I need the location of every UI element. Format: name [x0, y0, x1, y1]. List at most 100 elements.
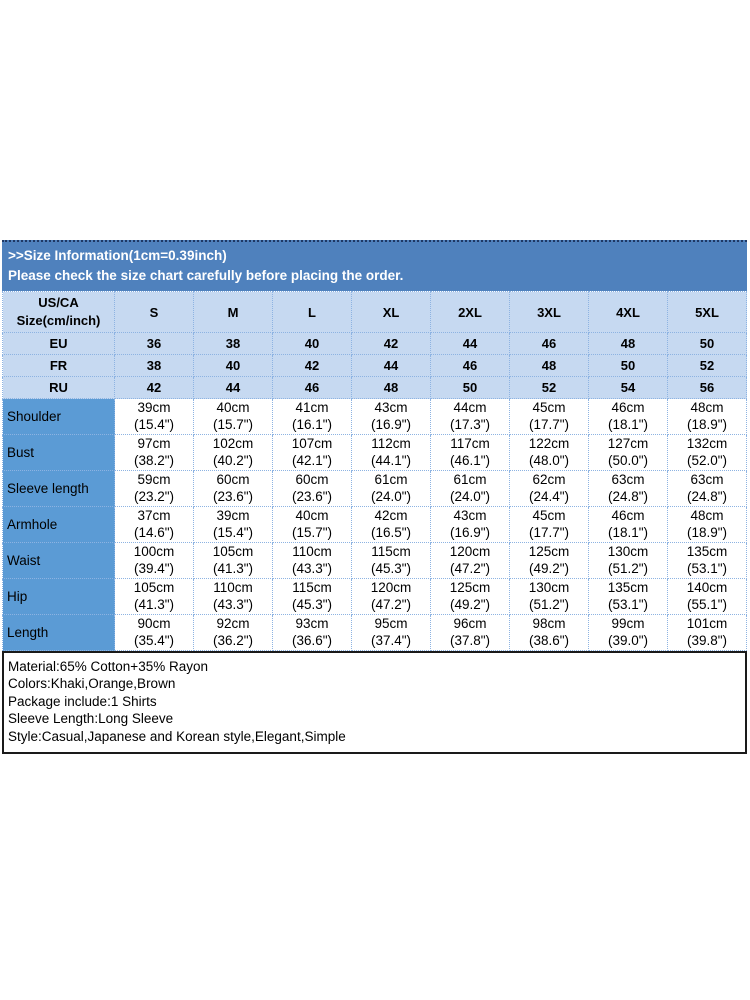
region-size-value: 56 — [667, 376, 747, 399]
measurement-cm: 120cm — [449, 544, 491, 559]
measurement-value-cell: 48cm (18.9") — [667, 506, 747, 543]
measurement-cm: 61cm — [374, 472, 408, 487]
measurement-value-cell: 125cm (49.2") — [430, 578, 510, 615]
measurement-cm: 130cm — [528, 580, 570, 595]
measurement-cm: 59cm — [137, 472, 171, 487]
measurement-cm: 98cm — [532, 616, 566, 631]
measurement-inch: (18.9") — [686, 524, 728, 540]
measurement-inch: (24.8") — [686, 488, 728, 504]
measurement-label: Length — [2, 614, 115, 651]
region-size-value: 42 — [114, 376, 194, 399]
region-size-value: 44 — [351, 354, 431, 377]
measurement-value-cell: 135cm (53.1") — [667, 542, 747, 579]
measurement-value-cell: 110cm (43.3") — [193, 578, 273, 615]
measurement-cm: 115cm — [292, 580, 332, 595]
measurement-inch: (37.8") — [449, 632, 491, 648]
measurement-inch: (16.5") — [370, 524, 412, 540]
measurement-value-cell: 37cm (14.6") — [114, 506, 194, 543]
measurement-cm: 43cm — [374, 400, 408, 415]
measurement-cm: 95cm — [374, 616, 408, 631]
measurement-value-cell: 63cm (24.8") — [588, 470, 668, 507]
region-size-value: 42 — [272, 354, 352, 377]
product-info-line: Style:Casual,Japanese and Korean style,E… — [8, 728, 346, 744]
measurement-value-cell: 115cm (45.3") — [351, 542, 431, 579]
measurement-value-cell: 39cm (15.4") — [114, 398, 194, 435]
corner-header-line: US/CA — [38, 295, 79, 310]
region-size-value: 46 — [509, 332, 589, 355]
measurement-cm: 40cm — [216, 400, 250, 415]
measurement-inch: (43.3") — [212, 596, 254, 612]
region-size-value: 48 — [509, 354, 589, 377]
measurement-cm: 101cm — [686, 616, 728, 631]
measurement-inch: (49.2") — [528, 560, 570, 576]
size-column-header: XL — [351, 291, 431, 333]
measurement-cm: 135cm — [686, 544, 728, 559]
measurement-cm: 100cm — [133, 544, 175, 559]
region-size-row: RU 42 44 46 48 50 52 54 56 — [2, 376, 747, 399]
region-size-value: 44 — [430, 332, 510, 355]
corner-header-cell: US/CA Size(cm/inch) — [2, 291, 115, 333]
size-column-header: 5XL — [667, 291, 747, 333]
measurement-cm: 45cm — [532, 508, 566, 523]
measurement-row: Bust 97cm (38.2") 102cm (40.2") 107cm (42.1") 1… — [2, 434, 747, 471]
region-label: EU — [2, 332, 115, 355]
measurement-value-cell: 115cm (45.3") — [272, 578, 352, 615]
product-info-line: Sleeve Length:Long Sleeve — [8, 711, 174, 727]
measurement-value-cell: 46cm (18.1") — [588, 398, 668, 435]
product-info-line: Package include:1 Shirts — [8, 693, 157, 709]
measurement-cm: 41cm — [295, 400, 329, 415]
measurement-inch: (53.1") — [686, 560, 728, 576]
measurement-value-cell: 140cm (55.1") — [667, 578, 747, 615]
measurement-cm: 46cm — [611, 508, 645, 523]
measurement-label: Waist — [2, 542, 115, 579]
measurement-cm: 62cm — [532, 472, 566, 487]
measurement-label: Armhole — [2, 506, 115, 543]
measurement-inch: (40.2") — [212, 452, 254, 468]
measurement-cm: 40cm — [295, 508, 329, 523]
measurement-row: Armhole 37cm (14.6") 39cm (15.4") 40cm (15.7")… — [2, 506, 747, 543]
measurement-inch: (41.3") — [212, 560, 254, 576]
measurement-value-cell: 120cm (47.2") — [430, 542, 510, 579]
measurement-inch: (37.4") — [370, 632, 412, 648]
measurement-cm: 99cm — [611, 616, 645, 631]
measurement-cm: 44cm — [453, 400, 487, 415]
measurement-value-cell: 100cm (39.4") — [114, 542, 194, 579]
region-size-value: 42 — [351, 332, 431, 355]
measurement-value-cell: 110cm (43.3") — [272, 542, 352, 579]
measurement-value-cell: 39cm (15.4") — [193, 506, 273, 543]
measurement-value-cell: 127cm (50.0") — [588, 434, 668, 471]
measurement-cm: 39cm — [216, 508, 250, 523]
measurement-inch: (51.2") — [528, 596, 570, 612]
measurement-value-cell: 48cm (18.9") — [667, 398, 747, 435]
measurement-cm: 48cm — [690, 508, 724, 523]
measurement-inch: (15.7") — [291, 524, 333, 540]
measurement-cm: 60cm — [295, 472, 329, 487]
banner-subtitle: Please check the size chart carefully be… — [8, 268, 404, 283]
measurement-inch: (17.3") — [449, 416, 491, 432]
measurement-value-cell: 96cm (37.8") — [430, 614, 510, 651]
measurement-value-cell: 107cm (42.1") — [272, 434, 352, 471]
measurement-cm: 96cm — [453, 616, 487, 631]
measurement-cm: 135cm — [607, 580, 649, 595]
measurement-inch: (47.2") — [449, 560, 491, 576]
measurement-cm: 43cm — [453, 508, 487, 523]
measurement-inch: (50.0") — [607, 452, 649, 468]
region-size-value: 52 — [509, 376, 589, 399]
measurement-inch: (18.9") — [686, 416, 728, 432]
measurement-cm: 127cm — [607, 436, 649, 451]
measurement-cm: 117cm — [450, 436, 490, 451]
size-header-row: US/CA Size(cm/inch) S M L XL 2XL 3XL 4XL 5XL — [2, 291, 747, 333]
measurement-inch: (43.3") — [291, 560, 333, 576]
region-size-value: 38 — [114, 354, 194, 377]
measurement-cm: 63cm — [690, 472, 724, 487]
measurement-inch: (18.1") — [607, 524, 649, 540]
measurement-inch: (16.1") — [291, 416, 333, 432]
measurement-cm: 130cm — [607, 544, 649, 559]
measurement-inch: (53.1") — [607, 596, 649, 612]
measurement-cm: 63cm — [611, 472, 645, 487]
region-label: RU — [2, 376, 115, 399]
measurement-inch: (36.6") — [291, 632, 333, 648]
measurement-cm: 37cm — [137, 508, 171, 523]
region-size-value: 48 — [588, 332, 668, 355]
measurement-value-cell: 95cm (37.4") — [351, 614, 431, 651]
